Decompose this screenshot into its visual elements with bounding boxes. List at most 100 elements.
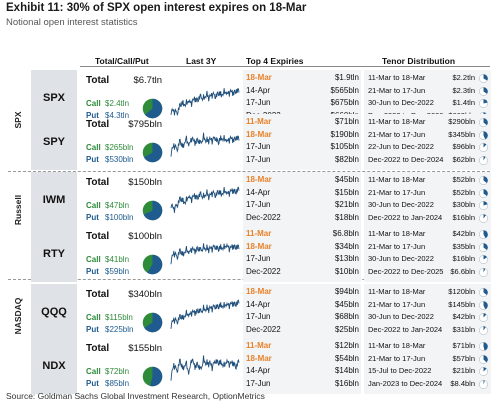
sparkline-series xyxy=(170,299,240,329)
tenor-value: $62bln xyxy=(452,154,475,164)
expiry-date: 18-Mar xyxy=(246,241,272,251)
pie-slice xyxy=(483,288,488,295)
tenor-share-pie xyxy=(479,118,488,127)
tenor-share-pie xyxy=(479,86,488,96)
tenor-row: Dec-2022 to Dec-2024 $62bln xyxy=(368,155,490,166)
tenor-share-pie-chart xyxy=(479,213,488,223)
total-value: $795bln xyxy=(128,119,162,130)
call-label: Call xyxy=(86,255,101,264)
put-value: $59bln xyxy=(105,267,130,276)
tenor-share-pie-chart xyxy=(479,354,488,364)
total-call-put-cell: Total $340bln Call $115bln Put $225bln xyxy=(80,284,166,340)
call-put-pie-chart xyxy=(142,200,163,221)
ticker-label: RTY xyxy=(43,248,65,260)
tenor-value: $1.4tln xyxy=(452,98,475,107)
last-3y-sparkline xyxy=(170,355,240,381)
expiry-value: $190bln xyxy=(330,129,359,139)
tenor-value: $52bln xyxy=(452,175,475,184)
call-value: $2.4tln xyxy=(105,99,130,108)
tenor-row: 21-Mar to 17-Jun $2.3tln xyxy=(368,86,490,97)
top-expiries-cell: 11-Mar $6.8bln 18-Mar $34bln 17-Jun $13bln Dec… xyxy=(243,226,361,282)
expiry-date: 18-Mar xyxy=(246,129,272,139)
tenor-range: Dec-2022 to Jan-2024 xyxy=(368,324,443,334)
tenor-range: Dec-2022 to Dec-2024 xyxy=(368,154,444,164)
tenor-range: 11-Mar to 18-Mar xyxy=(368,341,426,350)
table-row: RTY Total $100bln Call $41bln Put $59bln 11-Mar… xyxy=(31,226,491,282)
expiry-date: 17-Jun xyxy=(246,154,271,164)
tenor-range: 15-Jul to Dec-2022 xyxy=(368,366,432,375)
tenor-row: 21-Mar to 17-Jun $52bln xyxy=(368,188,490,199)
tenor-value: $16bln xyxy=(452,212,475,222)
expiry-value: $13bln xyxy=(334,254,359,263)
tenor-share-pie-chart xyxy=(479,99,488,108)
call-put-pie-chart xyxy=(142,254,163,275)
tenor-value: $345bln xyxy=(448,129,475,139)
pie-slice xyxy=(483,99,488,104)
put-label: Put xyxy=(86,155,99,164)
pie-slice xyxy=(483,379,485,384)
expiry-date: 11-Mar xyxy=(246,117,272,126)
pie-slice xyxy=(483,176,488,183)
tenor-distribution-cell: 11-Mar to 18-Mar $120bln 21-Mar to 17-Jun $… xyxy=(364,284,491,340)
total-label: Total xyxy=(86,177,110,188)
tenor-share-pie xyxy=(479,379,488,389)
tenor-row: 11-Mar to 18-Mar $71bln xyxy=(368,341,490,352)
put-value: $100bln xyxy=(105,213,134,222)
tenor-row: 21-Mar to 17-Jun $35bln xyxy=(368,242,490,253)
tenor-value: $290bln xyxy=(448,117,475,126)
call-put-pie-chart xyxy=(142,142,163,163)
put-label: Put xyxy=(86,111,99,120)
tenor-row: Dec-2022 to Jan-2024 $16bln xyxy=(368,213,490,224)
tenor-range: Jan-2023 to Dec-2024 xyxy=(368,378,443,388)
tenor-share-pie-chart xyxy=(479,74,488,83)
ticker-label: QQQ xyxy=(41,306,67,318)
call-put-pie xyxy=(142,254,163,275)
tenor-share-pie xyxy=(479,143,488,152)
group-label-nasdaq: NASDAQ xyxy=(13,297,23,335)
pie-slice xyxy=(483,143,487,148)
header-rule xyxy=(80,66,490,67)
expiry-value: $14bln xyxy=(334,366,359,375)
pie-slice xyxy=(483,354,488,362)
call-put-pie-chart xyxy=(142,98,163,119)
expiry-row: 14-Apr $45bln xyxy=(246,300,359,311)
expiry-date: 14-Apr xyxy=(246,85,271,95)
group-separator xyxy=(8,171,490,172)
tenor-row: 22-Jun to Dec-2022 $96bln xyxy=(368,142,490,153)
expiry-row: 17-Jun $68bln xyxy=(246,312,359,323)
last-3y-sparkline xyxy=(170,132,240,157)
sparkline-series xyxy=(170,355,240,381)
call-label: Call xyxy=(86,201,101,210)
call-put-pie-chart xyxy=(142,312,163,333)
tenor-row: Jan-2023 to Dec-2024 $8.4bln xyxy=(368,379,490,390)
expiry-value: $18bln xyxy=(334,212,359,222)
expiry-row: 18-Mar $54bln xyxy=(246,354,359,365)
call-label: Call xyxy=(86,313,101,322)
tenor-row: 11-Mar to 18-Mar $290bln xyxy=(368,117,490,128)
tenor-share-pie-chart xyxy=(479,86,488,96)
sparkline-series xyxy=(170,186,240,213)
tenor-range: 21-Mar to 17-Jun xyxy=(368,129,426,139)
pie-slice xyxy=(483,267,486,272)
tenor-value: $35bln xyxy=(452,241,475,251)
tenor-range: 11-Mar to 18-Mar xyxy=(368,117,426,126)
pie-slice xyxy=(483,74,488,81)
header-total-call-put: Total/Call/Put xyxy=(95,56,149,66)
tenor-value: $21bln xyxy=(452,366,475,375)
tenor-share-pie-chart xyxy=(479,325,488,335)
put-value: $225bln xyxy=(105,325,134,334)
pie-slice xyxy=(143,142,163,163)
call-put-pie xyxy=(142,312,163,333)
tenor-share-pie-chart xyxy=(479,143,488,152)
expiry-date: 18-Mar xyxy=(246,287,272,296)
expiry-row: Dec-2022 $10bln xyxy=(246,267,359,278)
expiry-date: 17-Jun xyxy=(246,378,271,388)
tenor-share-pie xyxy=(479,242,488,252)
total-label: Total xyxy=(86,231,110,242)
pie-slice xyxy=(144,312,163,333)
tenor-share-pie xyxy=(479,155,488,165)
expiry-date: 18-Mar xyxy=(246,73,272,82)
expiry-row: 18-Mar $190bln xyxy=(246,130,359,141)
expiry-value: $68bln xyxy=(334,312,359,321)
total-label: Total xyxy=(86,289,110,300)
